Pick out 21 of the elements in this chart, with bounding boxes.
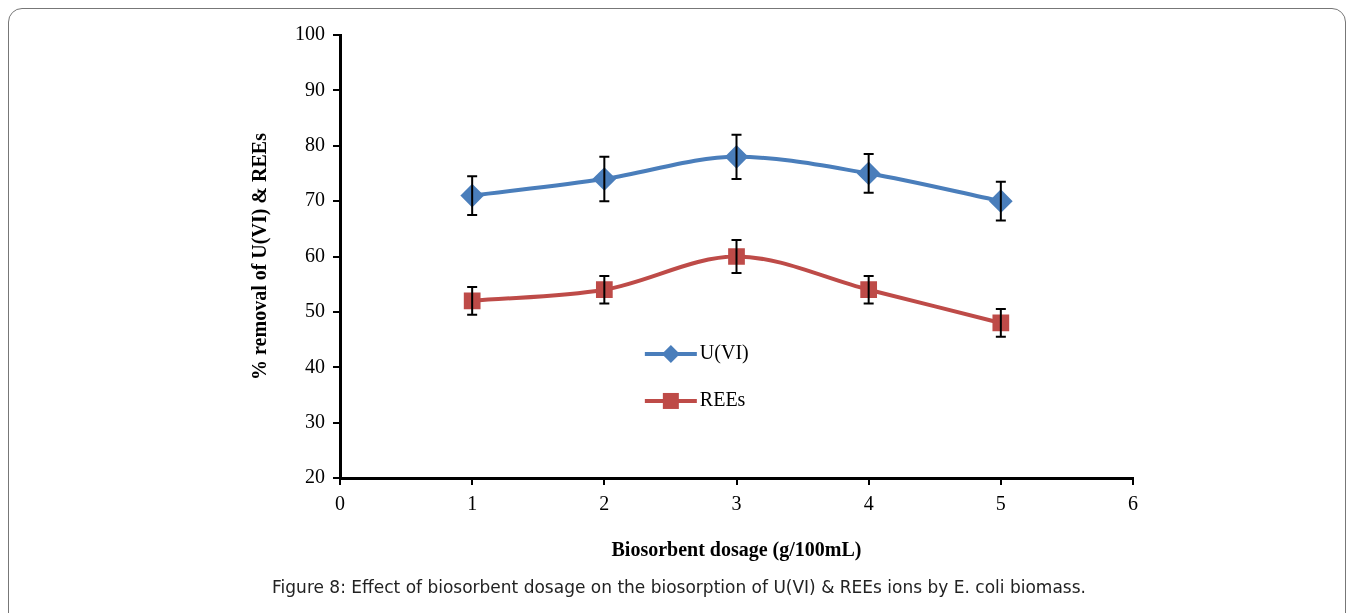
y-tick-label: 30 xyxy=(305,409,325,432)
x-tick-label: 2 xyxy=(599,492,610,515)
x-tick-label: 1 xyxy=(467,492,478,515)
caption: Figure 8: Effect of biosorbent dosage on the biosorption of U(VI) & REEs ions by E. coli biomass. xyxy=(271,577,1087,597)
y-tick-label: 20 xyxy=(305,465,325,488)
y-axis-title: % removal of U(VI) & REEs xyxy=(248,132,272,380)
legend-label: REEs xyxy=(699,388,746,411)
y-tick-label: 80 xyxy=(305,133,325,155)
x-tick-label: 0 xyxy=(335,492,345,515)
y-tick-label: 40 xyxy=(305,354,325,377)
legend-label: U(VI) xyxy=(699,341,749,365)
x-axis-title: Biosorbent dosage (g/100mL) xyxy=(611,538,862,562)
y-tick-label: 50 xyxy=(305,299,325,322)
x-tick-label: 3 xyxy=(731,492,742,515)
x-tick-label: 6 xyxy=(1128,492,1138,515)
y-tick-label: 90 xyxy=(305,77,325,100)
x-tick-label: 4 xyxy=(863,492,874,515)
y-tick-label: 60 xyxy=(305,243,325,266)
y-tick-label: 100 xyxy=(295,22,325,45)
x-tick-label: 5 xyxy=(995,492,1006,515)
y-tick-label: 70 xyxy=(305,188,325,211)
